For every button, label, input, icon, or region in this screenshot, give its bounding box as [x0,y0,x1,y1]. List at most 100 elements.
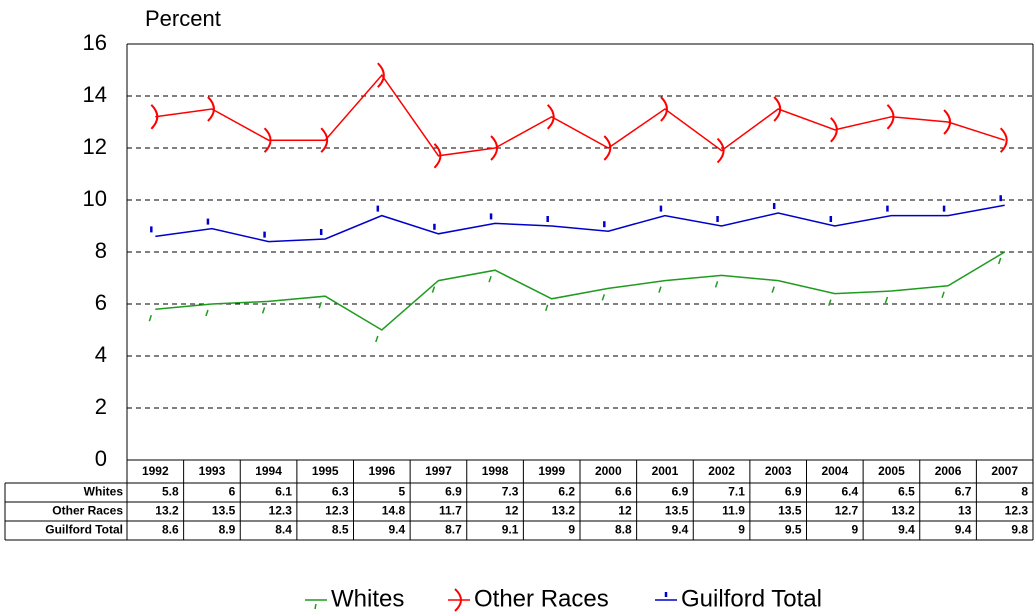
y-tick-label: 0 [95,446,107,471]
marker [716,137,725,164]
legend-label: Whites [331,585,404,612]
y-tick-label: 2 [95,394,107,419]
table-cell: 13 [958,504,972,518]
marker [318,301,322,309]
table-row-header: Other Races [52,504,123,518]
marker [771,286,775,293]
x-tick-label: 2004 [821,464,848,478]
marker [263,127,272,153]
table-cell: 6.9 [445,485,462,499]
table-cell: 12 [505,504,519,518]
marker [375,335,379,343]
table-cell: 9 [568,523,575,537]
x-tick-label: 1993 [199,464,226,478]
marker [997,257,1002,265]
marker [320,127,329,153]
marker [488,275,492,283]
table-cell: 6.2 [558,485,575,499]
table-cell: 12.3 [269,504,293,518]
table-cell: 8 [1021,485,1028,499]
marker [714,281,719,288]
x-tick-label: 2000 [595,464,622,478]
y-tick-label: 12 [83,134,107,159]
table-cell: 9.4 [955,523,972,537]
marker [999,127,1008,153]
legend-swatch [314,603,317,610]
x-tick-label: 1998 [482,464,509,478]
marker [490,135,499,161]
table-cell: 13.2 [891,504,915,518]
marker [773,96,782,122]
x-tick-label: 2007 [991,464,1018,478]
marker [886,104,895,130]
table-cell: 13.5 [778,504,802,518]
table-cell: 8.5 [332,523,349,537]
table-cell: 9.4 [672,523,689,537]
x-tick-label: 1999 [538,464,565,478]
y-axis-label: Percent [145,6,221,31]
series-line [155,251,1006,331]
table-cell: 9.4 [388,523,405,537]
table-cell: 12.3 [325,504,349,518]
marker [828,299,832,306]
y-tick-label: 14 [83,82,107,107]
legend-label: Other Races [474,585,609,612]
marker [205,309,209,317]
table-cell: 9.4 [898,523,915,537]
marker [544,304,549,312]
marker [546,104,555,130]
table-cell: 6.9 [672,485,689,499]
table-cell: 9.1 [502,523,519,537]
series-line [155,204,1005,243]
marker [884,296,889,304]
marker [261,307,266,314]
table-cell: 6.4 [841,485,858,499]
y-tick-label: 8 [95,238,107,263]
x-tick-label: 1995 [312,464,339,478]
x-tick-label: 2002 [708,464,735,478]
x-tick-label: 1997 [425,464,452,478]
table-cell: 12.7 [835,504,859,518]
table-cell: 6.5 [898,485,915,499]
marker [603,135,612,161]
y-tick-label: 6 [95,290,107,315]
table-cell: 13.5 [212,504,236,518]
marker [148,314,153,322]
marker [830,117,838,143]
marker [150,104,159,130]
table-cell: 5 [398,485,405,499]
table-cell: 7.3 [502,485,519,499]
marker [660,96,668,122]
table-cell: 9 [851,523,858,537]
marker [377,62,385,88]
table-cell: 5.8 [162,485,179,499]
x-tick-label: 1992 [142,464,169,478]
table-cell: 13.2 [552,504,576,518]
table-cell: 6.3 [332,485,349,499]
marker [433,143,442,169]
table-row-header: Guilford Total [45,523,123,537]
table-cell: 8.4 [275,523,292,537]
table-cell: 8.7 [445,523,462,537]
y-tick-label: 16 [83,30,107,55]
table-cell: 12 [618,504,632,518]
marker [943,109,952,135]
table-cell: 6.9 [785,485,802,499]
table-row-header: Whites [84,485,124,499]
legend-label: Guilford Total [681,585,822,612]
marker [658,286,662,293]
table-cell: 8.9 [219,523,236,537]
y-tick-label: 10 [83,186,107,211]
legend-swatch [454,588,462,612]
x-tick-label: 2005 [878,464,905,478]
table-cell: 12.3 [1005,504,1029,518]
marker [601,294,606,301]
table-cell: 9.8 [1011,523,1028,537]
table-cell: 7.1 [728,485,745,499]
x-tick-label: 1996 [368,464,395,478]
table-cell: 14.8 [382,504,406,518]
table-cell: 6.6 [615,485,632,499]
table-cell: 8.6 [162,523,179,537]
x-tick-label: 2001 [652,464,679,478]
